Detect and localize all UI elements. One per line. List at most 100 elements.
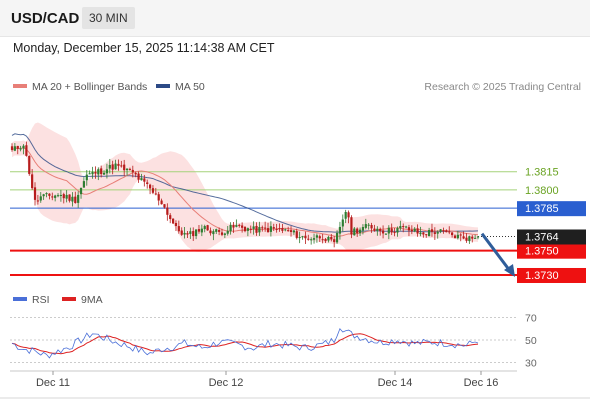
candle-body	[246, 228, 249, 231]
candle-body	[212, 231, 215, 235]
pair-title: USD/CAD	[11, 10, 80, 27]
candle-body	[353, 228, 356, 236]
candle-body	[65, 194, 68, 199]
candle-body	[238, 224, 241, 226]
candle-body	[31, 174, 34, 189]
candle-body	[456, 234, 459, 239]
candle-body	[48, 193, 51, 196]
candle-body	[278, 228, 281, 230]
candle-body	[358, 229, 362, 234]
candle-body	[327, 236, 330, 241]
forecast-arrow	[480, 232, 515, 277]
level-label-1.3800: 1.3800	[525, 185, 559, 197]
candle-body	[160, 200, 163, 205]
ma20-legend-label: MA 20 + Bollinger Bands	[32, 81, 147, 93]
bollinger-band-area	[12, 122, 478, 252]
header-bar: USD/CAD 30 MIN	[0, 0, 590, 37]
candle-body	[200, 228, 203, 233]
candle-body	[229, 224, 232, 232]
candle-body	[151, 188, 155, 193]
rsi-tick-70: 70	[525, 313, 537, 325]
candle-body	[82, 181, 86, 188]
level-label-1.3750: 1.3750	[525, 246, 559, 258]
ma20-legend-swatch	[13, 84, 27, 88]
level-lines	[10, 171, 517, 276]
candle-body	[19, 148, 22, 150]
credit-text: Research © 2025 Trading Central	[424, 81, 581, 93]
candle-body	[370, 225, 373, 229]
candle-body	[269, 226, 272, 232]
candle-body	[258, 227, 261, 233]
rsi-line	[11, 327, 479, 359]
candle-body	[249, 228, 252, 230]
timeframe-badge[interactable]: 30 MIN	[82, 7, 135, 29]
rsi-ma-legend-swatch	[62, 297, 76, 301]
candle-body	[289, 230, 293, 233]
candle-body	[338, 226, 342, 234]
candle-body	[108, 164, 111, 169]
candle-body	[324, 238, 327, 242]
candle-body	[448, 231, 451, 233]
candle-body	[140, 178, 143, 181]
bollinger-band	[12, 122, 478, 252]
candle-body	[410, 229, 413, 232]
x-tick-dec-16: Dec 16	[464, 377, 499, 389]
rsi-ma-legend-label: 9MA	[81, 294, 103, 306]
candle-body	[114, 163, 117, 170]
candle-body	[220, 232, 224, 235]
candle-body	[68, 194, 71, 201]
candle-body	[312, 238, 316, 240]
level-tag-1.3750	[517, 243, 586, 259]
candle-body	[333, 239, 336, 243]
candle-body	[266, 228, 270, 233]
candle-body	[416, 228, 419, 234]
rsi-panel: 70 50 30	[10, 313, 537, 369]
candle-body	[361, 227, 365, 231]
rsi-tick-50: 50	[525, 335, 537, 347]
last-price-tag	[517, 229, 586, 245]
candle-body	[445, 230, 448, 233]
candle-body	[79, 187, 83, 195]
candle-body	[476, 236, 480, 238]
candle-body	[307, 238, 310, 240]
candle-body	[430, 229, 434, 232]
candle-body	[22, 145, 25, 149]
candle-body	[206, 225, 209, 231]
candle-body	[232, 224, 235, 228]
candle-body	[183, 232, 186, 235]
candle-body	[186, 233, 189, 235]
candle-body	[404, 226, 408, 228]
level-label-1.3785: 1.3785	[525, 203, 559, 215]
candle-body	[453, 235, 457, 239]
candle-body	[16, 145, 19, 149]
last-price-label: 1.3764	[525, 231, 559, 243]
candle-body	[393, 232, 396, 234]
candle-body	[143, 178, 146, 182]
candle-body	[28, 155, 31, 174]
candle-body	[422, 232, 425, 235]
candle-body	[209, 230, 212, 234]
candle-body	[407, 227, 411, 231]
rsi-legend-swatch	[13, 297, 27, 301]
candle-body	[284, 229, 287, 231]
candle-body	[146, 182, 149, 184]
candle-body	[304, 235, 307, 239]
candle-body	[88, 173, 91, 175]
candle-body	[344, 211, 347, 219]
candle-body	[42, 194, 45, 197]
candle-body	[215, 229, 218, 232]
level-label-1.3815: 1.3815	[525, 167, 559, 179]
candle-body	[330, 236, 333, 240]
candle-body	[128, 168, 132, 170]
candle-body	[74, 196, 77, 204]
candle-body	[321, 239, 324, 241]
level-label-1.3730: 1.3730	[525, 270, 559, 282]
candle-body	[192, 231, 195, 237]
candle-body	[59, 194, 63, 196]
candle-body	[25, 145, 28, 156]
candle-body	[292, 230, 296, 233]
candle-body	[56, 195, 60, 197]
x-tick-dec-12: Dec 12	[209, 377, 244, 389]
